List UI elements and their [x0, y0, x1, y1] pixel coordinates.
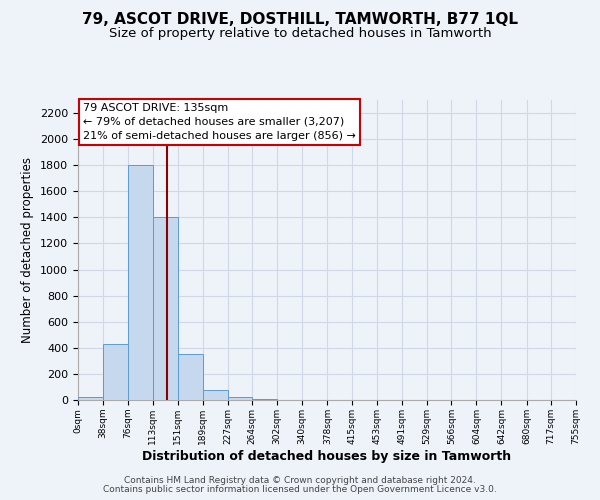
Bar — [128, 165, 152, 400]
X-axis label: Distribution of detached houses by size in Tamworth: Distribution of detached houses by size … — [142, 450, 512, 462]
Bar — [152, 218, 178, 400]
Bar — [178, 354, 203, 400]
Bar — [103, 344, 128, 400]
Bar — [228, 396, 252, 400]
Text: Size of property relative to detached houses in Tamworth: Size of property relative to detached ho… — [109, 28, 491, 40]
Y-axis label: Number of detached properties: Number of detached properties — [22, 157, 34, 343]
Bar — [203, 390, 228, 400]
Text: 79 ASCOT DRIVE: 135sqm
← 79% of detached houses are smaller (3,207)
21% of semi-: 79 ASCOT DRIVE: 135sqm ← 79% of detached… — [83, 103, 356, 141]
Text: Contains public sector information licensed under the Open Government Licence v3: Contains public sector information licen… — [103, 485, 497, 494]
Bar — [78, 398, 103, 400]
Text: Contains HM Land Registry data © Crown copyright and database right 2024.: Contains HM Land Registry data © Crown c… — [124, 476, 476, 485]
Text: 79, ASCOT DRIVE, DOSTHILL, TAMWORTH, B77 1QL: 79, ASCOT DRIVE, DOSTHILL, TAMWORTH, B77… — [82, 12, 518, 28]
